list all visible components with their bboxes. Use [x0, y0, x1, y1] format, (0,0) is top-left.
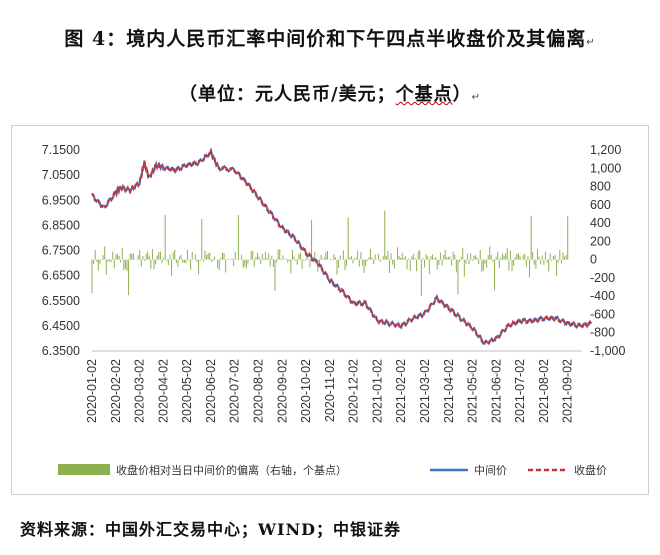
mid-rate-line [91, 147, 593, 346]
left-axis-tick-label: 7.1500 [42, 143, 80, 157]
x-axis-tick-label: 2020-08-02 [252, 359, 266, 423]
right-axis-tick-label: 1,200 [590, 143, 621, 157]
left-axis-tick-label: 6.6500 [42, 269, 80, 283]
chart-frame: 7.1500 7.0500 6.9500 6.8500 6.7500 6.6500 6.55… [11, 125, 649, 495]
x-axis-tick-label: 2020-01-02 [85, 359, 99, 423]
x-axis-tick-label: 2021-08-02 [537, 359, 551, 423]
title-text: 图 4：境内人民币汇率中间价和下午四点半收盘价及其偏离 [64, 28, 587, 50]
x-axis-tick-label: 2021-01-02 [370, 359, 384, 423]
subtitle-flagged-word: 个基点 [395, 84, 453, 105]
x-axis-tick-label: 2020-09-02 [275, 359, 289, 423]
x-axis-tick-label: 2020-07-02 [228, 359, 242, 423]
legend-label-close: 收盘价 [574, 463, 607, 477]
right-axis-tick-label: -600 [590, 307, 615, 321]
x-axis-tick-label: 2021-09-02 [561, 359, 575, 423]
x-axis-tick-label: 2021-05-02 [466, 359, 480, 423]
source-note: 资料来源：中国外汇交易中心；WIND；中银证券 [20, 516, 401, 540]
paragraph-mark-icon: ↵ [586, 37, 596, 48]
left-axis-tick-label: 6.4500 [42, 319, 80, 333]
paragraph-mark-icon: ↵ [471, 92, 481, 103]
x-axis-tick-label: 2020-02-02 [109, 359, 123, 423]
right-axis-tick-label: -1,000 [590, 344, 625, 358]
right-axis-tick-label: 200 [590, 234, 611, 248]
right-axis-tick-label: -400 [590, 289, 615, 303]
x-axis-tick-label: 2020-03-02 [133, 359, 147, 423]
legend-label-deviation: 收盘价相对当日中间价的偏离（右轴，个基点） [116, 463, 347, 477]
x-axis-tick-label: 2021-02-02 [394, 359, 408, 423]
left-axis-tick-label: 6.8500 [42, 218, 80, 232]
chart-svg: 7.1500 7.0500 6.9500 6.8500 6.7500 6.6500 6.55… [42, 143, 626, 477]
source-text: 资料来源：中国外汇交易中心；WIND；中银证券 [20, 520, 401, 539]
right-axis-tick-label: 800 [590, 180, 611, 194]
legend-swatch-deviation [58, 464, 110, 475]
chart-subtitle: （单位：元人民币/美元；个基点）↵ [0, 80, 660, 106]
left-axis-tick-label: 7.0500 [42, 168, 80, 182]
right-axis-tick-label: 600 [590, 198, 611, 212]
right-axis-tick-label: 1,000 [590, 161, 621, 175]
left-axis-tick-label: 6.7500 [42, 244, 80, 258]
left-axis-tick-label: 6.3500 [42, 344, 80, 358]
left-axis-tick-label: 6.9500 [42, 193, 80, 207]
right-axis-tick-label: 0 [590, 253, 597, 267]
right-axis-tick-label: -200 [590, 271, 615, 285]
x-axis-tick-label: 2021-07-02 [513, 359, 527, 423]
x-axis-tick-label: 2020-04-02 [156, 359, 170, 423]
x-axis-tick-label: 2021-03-02 [418, 359, 432, 423]
subtitle-prefix: （单位：元人民币/美元； [179, 84, 396, 105]
subtitle-suffix: ） [452, 84, 472, 105]
x-axis-tick-label: 2021-04-02 [442, 359, 456, 423]
x-axis-tick-label: 2020-06-02 [204, 359, 218, 423]
right-axis-tick-label: 400 [590, 216, 611, 230]
left-axis-tick-label: 6.5500 [42, 294, 80, 308]
close-rate-line [91, 147, 593, 346]
x-axis-tick-label: 2020-11-02 [323, 359, 337, 422]
x-axis-tick-label: 2020-10-02 [299, 359, 313, 423]
right-axis-tick-label: -800 [590, 326, 615, 340]
legend-label-mid: 中间价 [474, 464, 507, 477]
x-axis-tick-label: 2021-06-02 [489, 359, 503, 423]
x-axis-tick-label: 2020-12-02 [347, 359, 361, 423]
x-axis-tick-label: 2020-05-02 [180, 359, 194, 423]
chart-title: 图 4：境内人民币汇率中间价和下午四点半收盘价及其偏离↵ [0, 24, 660, 51]
